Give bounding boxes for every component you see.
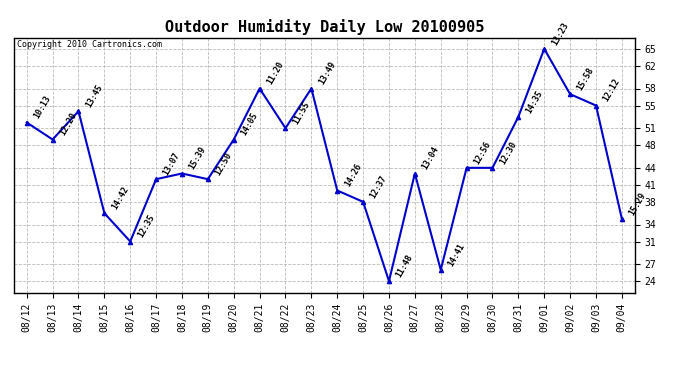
Text: 14:42: 14:42 [110,185,130,211]
Text: 12:20: 12:20 [58,111,79,137]
Text: 15:39: 15:39 [188,145,208,171]
Text: 11:48: 11:48 [395,253,415,279]
Text: 13:23: 13:23 [550,21,570,46]
Text: 14:26: 14:26 [343,162,363,188]
Text: 12:56: 12:56 [472,140,493,166]
Text: 13:07: 13:07 [161,151,182,177]
Text: 11:55: 11:55 [291,100,311,126]
Text: Copyright 2010 Cartronics.com: Copyright 2010 Cartronics.com [17,40,162,49]
Text: 12:37: 12:37 [368,174,389,200]
Text: 12:30: 12:30 [498,140,518,166]
Text: 14:41: 14:41 [446,242,466,268]
Text: 11:20: 11:20 [265,60,286,86]
Text: 15:58: 15:58 [575,66,596,92]
Text: 14:05: 14:05 [239,111,259,137]
Text: 14:35: 14:35 [524,88,544,115]
Text: 12:35: 12:35 [136,213,156,239]
Text: 10:13: 10:13 [32,94,52,120]
Text: 13:45: 13:45 [84,83,104,109]
Text: 12:50: 12:50 [213,151,234,177]
Title: Outdoor Humidity Daily Low 20100905: Outdoor Humidity Daily Low 20100905 [165,19,484,35]
Text: 12:12: 12:12 [602,77,622,104]
Text: 13:49: 13:49 [317,60,337,86]
Text: 15:29: 15:29 [627,190,648,217]
Text: 13:04: 13:04 [420,145,441,171]
